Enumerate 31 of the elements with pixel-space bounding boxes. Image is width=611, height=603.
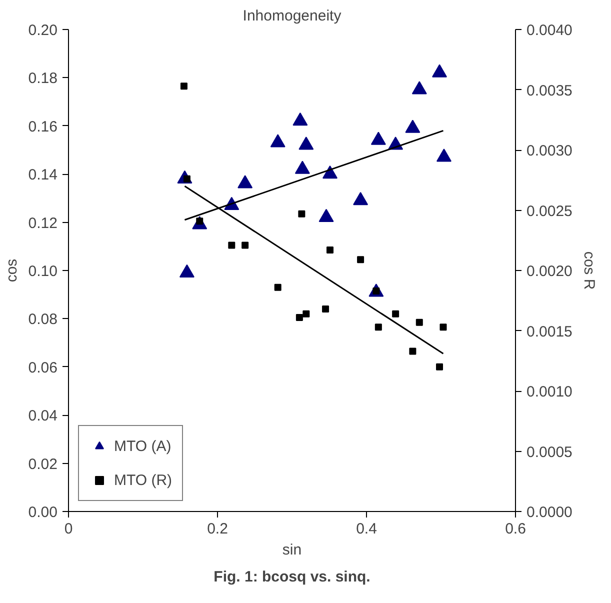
y2-tick-label: 0.0010 — [526, 384, 572, 400]
x-tick-label: 0.4 — [356, 520, 377, 538]
y-tick-label: 0.06 — [28, 359, 58, 376]
y-axis-title: cos — [3, 258, 20, 282]
y-tick-label: 0.04 — [28, 408, 58, 425]
y-tick-label: 0.12 — [28, 214, 58, 232]
y2-tick-label: 0.0025 — [526, 202, 572, 220]
y2-tick-label: 0.0000 — [526, 504, 572, 521]
y2-tick-label: 0.0030 — [526, 142, 572, 160]
y-tick-label: 0.20 — [28, 22, 58, 39]
y-tick-label: 0.00 — [28, 504, 58, 521]
legend-label: MTO (A) — [114, 438, 172, 454]
x-tick-label: 0 — [64, 520, 73, 538]
x-axis-title: sin — [282, 542, 302, 558]
legend-label: MTO (R) — [114, 472, 172, 488]
chart-title: Inhomogeneity — [242, 8, 342, 24]
y-tick-label: 0.14 — [28, 166, 58, 184]
y-tick-label: 0.18 — [28, 70, 58, 88]
y-tick-label: 0.02 — [28, 456, 58, 473]
y-tick-label: 0.10 — [28, 263, 58, 280]
y2-axis-title: cos R — [580, 251, 598, 290]
y2-tick-label: 0.0005 — [526, 444, 572, 461]
x-tick-label: 0.6 — [505, 520, 526, 538]
y2-tick-label: 0.0020 — [526, 263, 572, 280]
caption: Fig. 1: bcosq vs. sinq. — [214, 568, 370, 586]
y2-tick-label: 0.0040 — [526, 22, 572, 39]
y2-tick-label: 0.0035 — [526, 82, 572, 100]
y2-tick-label: 0.0015 — [526, 323, 572, 340]
y-tick-label: 0.16 — [28, 118, 58, 136]
x-tick-label: 0.2 — [207, 520, 228, 538]
y-tick-label: 0.08 — [28, 311, 58, 328]
